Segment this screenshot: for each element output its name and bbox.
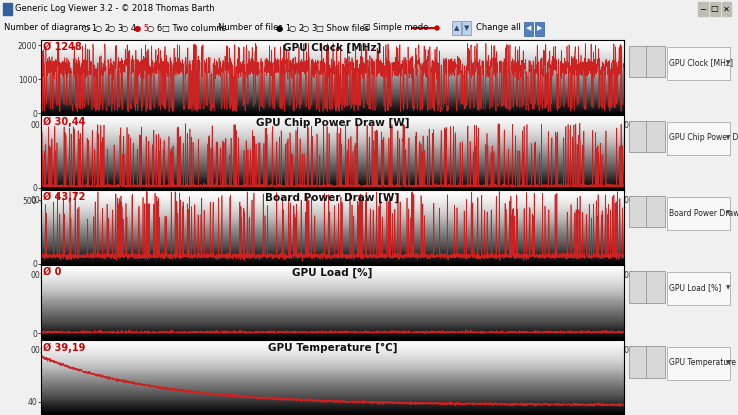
FancyBboxPatch shape [629, 346, 647, 378]
Text: Change all: Change all [476, 24, 521, 32]
Text: Number of files: Number of files [218, 24, 283, 32]
FancyBboxPatch shape [629, 121, 647, 152]
Text: Ø 1248: Ø 1248 [43, 42, 82, 52]
Text: ☑ Simple mode: ☑ Simple mode [363, 24, 428, 32]
Text: ▼: ▼ [726, 60, 731, 65]
Text: ○ 6: ○ 6 [147, 24, 162, 32]
Text: ▼: ▼ [726, 360, 731, 365]
FancyBboxPatch shape [667, 272, 731, 305]
FancyBboxPatch shape [646, 271, 665, 303]
Text: Ø 43,72: Ø 43,72 [43, 192, 86, 203]
FancyBboxPatch shape [667, 122, 731, 155]
Text: □ Two columns: □ Two columns [162, 24, 226, 32]
Text: ▼: ▼ [726, 285, 731, 290]
Circle shape [435, 26, 439, 30]
Text: ▼: ▼ [726, 210, 731, 215]
Text: ○ 2: ○ 2 [95, 24, 110, 32]
Text: ▲: ▲ [454, 25, 459, 31]
FancyBboxPatch shape [667, 197, 731, 230]
Text: ○ 3: ○ 3 [302, 24, 317, 32]
Text: GPU Clock [MHz]: GPU Clock [MHz] [283, 42, 382, 53]
FancyBboxPatch shape [667, 47, 731, 80]
Bar [3, 3, 12, 15]
Text: Ø 30,44: Ø 30,44 [43, 117, 86, 127]
Text: ○ 3: ○ 3 [108, 24, 123, 32]
FancyBboxPatch shape [646, 46, 665, 78]
Text: ▼: ▼ [463, 25, 469, 31]
Bar [722, 2, 731, 16]
Text: ◀: ◀ [525, 25, 531, 31]
Bar [710, 2, 720, 16]
FancyBboxPatch shape [629, 271, 647, 303]
Text: GPU Load [%]: GPU Load [%] [669, 283, 722, 292]
Text: GPU Chip Power Draw [W]: GPU Chip Power Draw [W] [669, 133, 738, 142]
FancyBboxPatch shape [646, 121, 665, 152]
Text: Generic Log Viewer 3.2 - © 2018 Thomas Barth: Generic Log Viewer 3.2 - © 2018 Thomas B… [15, 4, 214, 13]
FancyBboxPatch shape [629, 46, 647, 78]
Text: GPU Clock [MHz]: GPU Clock [MHz] [669, 58, 733, 67]
Text: Board Power Draw [W]: Board Power Draw [W] [266, 192, 399, 203]
Text: ○ 1: ○ 1 [82, 24, 97, 32]
Text: ─: ─ [700, 4, 705, 13]
Text: ○ 2: ○ 2 [289, 24, 304, 32]
FancyBboxPatch shape [667, 347, 731, 380]
FancyBboxPatch shape [629, 196, 647, 227]
Text: ○ 4: ○ 4 [121, 24, 136, 32]
Text: Number of diagrams: Number of diagrams [4, 24, 91, 32]
Text: GPU Load [%]: GPU Load [%] [292, 267, 373, 278]
Text: ▶: ▶ [537, 25, 542, 31]
Text: GPU Temperature [°C]: GPU Temperature [°C] [669, 358, 738, 367]
FancyBboxPatch shape [452, 21, 461, 35]
Text: □ Show files: □ Show files [316, 24, 369, 32]
FancyBboxPatch shape [524, 22, 533, 36]
FancyBboxPatch shape [535, 22, 544, 36]
Text: GPU Chip Power Draw [W]: GPU Chip Power Draw [W] [256, 117, 409, 127]
Text: ✕: ✕ [723, 4, 730, 13]
Text: Ø 0: Ø 0 [43, 267, 61, 277]
Text: ▼: ▼ [726, 135, 731, 140]
Bar [698, 2, 708, 16]
Text: Ø 39,19: Ø 39,19 [43, 342, 86, 352]
FancyBboxPatch shape [646, 346, 665, 378]
Text: ● 1: ● 1 [276, 24, 291, 32]
Text: GPU Temperature [°C]: GPU Temperature [°C] [268, 342, 397, 353]
FancyBboxPatch shape [462, 21, 471, 35]
Text: ● 5: ● 5 [134, 24, 149, 32]
FancyBboxPatch shape [646, 196, 665, 227]
Text: □: □ [711, 4, 718, 13]
Text: Board Power Draw [W]: Board Power Draw [W] [669, 208, 738, 217]
